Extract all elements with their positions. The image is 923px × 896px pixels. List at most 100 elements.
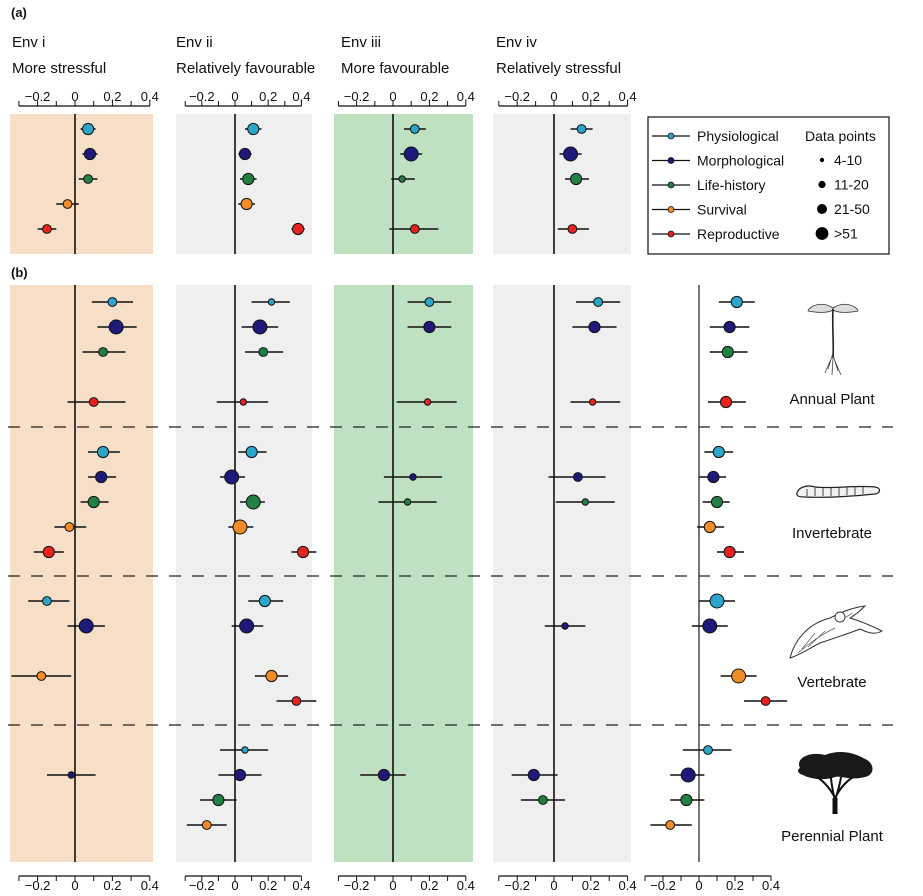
point-b-all bbox=[731, 668, 747, 684]
point-b-iii bbox=[377, 768, 390, 782]
point-b-all bbox=[721, 345, 734, 359]
legend-marker bbox=[667, 181, 675, 189]
panel-b-bg-ii bbox=[176, 285, 312, 862]
point-b-iv bbox=[588, 320, 601, 334]
panel-a-bg-i bbox=[10, 114, 153, 254]
legend-marker bbox=[667, 132, 675, 140]
point-b-ii bbox=[239, 618, 255, 634]
point-b-ii bbox=[239, 398, 248, 406]
x-tick-label: −0.2 bbox=[650, 878, 676, 893]
point-a-ii bbox=[242, 172, 255, 186]
point-b-ii bbox=[233, 768, 247, 782]
x-tick-label: 0 bbox=[71, 878, 78, 893]
point-a-ii bbox=[238, 147, 252, 161]
point-a-iv bbox=[567, 224, 578, 234]
point-b-iv bbox=[538, 795, 548, 805]
legend-size-label: 11-20 bbox=[834, 177, 869, 193]
legend-size-marker bbox=[815, 227, 829, 240]
legend-label: Physiological bbox=[697, 128, 779, 144]
legend-size-marker bbox=[819, 157, 825, 163]
point-b-iv bbox=[588, 398, 597, 406]
tree-icon bbox=[798, 752, 873, 814]
point-b-all bbox=[719, 395, 733, 409]
point-a-iv bbox=[563, 146, 579, 162]
point-b-i bbox=[78, 618, 94, 634]
point-b-iii bbox=[403, 498, 412, 506]
point-a-ii bbox=[247, 122, 260, 136]
x-tick-label: 0.4 bbox=[619, 878, 637, 893]
x-tick-label: 0.4 bbox=[457, 89, 475, 104]
point-b-i bbox=[107, 297, 118, 307]
point-b-iv bbox=[593, 297, 604, 307]
point-b-all bbox=[680, 767, 696, 783]
group-label: Invertebrate bbox=[792, 525, 872, 542]
point-b-ii bbox=[252, 319, 268, 335]
point-b-ii bbox=[258, 594, 271, 608]
point-b-i bbox=[87, 495, 100, 509]
point-b-all bbox=[723, 545, 736, 559]
x-tick-label: 0 bbox=[550, 878, 557, 893]
point-b-iii bbox=[423, 398, 432, 406]
env-title-iv: Env iv bbox=[496, 34, 537, 51]
x-tick-label: −0.2 bbox=[25, 89, 51, 104]
point-b-all bbox=[723, 320, 736, 334]
legend-marker bbox=[667, 230, 675, 238]
point-b-all bbox=[680, 793, 693, 807]
env-subtitle-iv: Relatively stressful bbox=[496, 60, 621, 77]
env-title-i: Env i bbox=[12, 34, 45, 51]
panel-a-bg-ii bbox=[176, 114, 312, 254]
point-b-ii bbox=[265, 669, 278, 683]
x-tick-label: 0.2 bbox=[259, 89, 277, 104]
point-b-ii bbox=[224, 469, 240, 485]
env-title-ii: Env ii bbox=[176, 34, 213, 51]
legend-marker bbox=[667, 157, 675, 164]
point-b-i bbox=[95, 470, 108, 484]
legend-label: Reproductive bbox=[697, 226, 780, 242]
point-b-i bbox=[67, 771, 75, 779]
point-b-i bbox=[108, 319, 124, 335]
point-b-all bbox=[702, 618, 718, 634]
x-tick-label: 0 bbox=[695, 878, 702, 893]
x-tick-label: 0.4 bbox=[457, 878, 475, 893]
legend-label: Survival bbox=[697, 202, 747, 218]
x-tick-label: 0.2 bbox=[582, 878, 600, 893]
legend-size-marker bbox=[817, 204, 827, 214]
point-b-all bbox=[703, 520, 716, 534]
x-tick-label: 0 bbox=[231, 878, 238, 893]
point-b-i bbox=[36, 671, 47, 681]
group-label: Perennial Plant bbox=[781, 828, 884, 845]
point-b-all bbox=[710, 495, 724, 509]
bird-icon bbox=[789, 605, 884, 659]
point-a-iii bbox=[409, 124, 420, 134]
x-tick-label: −0.2 bbox=[189, 878, 215, 893]
group-label: Vertebrate bbox=[797, 674, 866, 691]
panel-b-label: (b) bbox=[11, 265, 28, 280]
point-a-i bbox=[81, 122, 95, 136]
point-b-all bbox=[709, 593, 725, 609]
point-b-ii bbox=[241, 746, 249, 754]
point-b-iv bbox=[561, 622, 569, 630]
point-b-iv bbox=[573, 472, 583, 482]
point-b-iii bbox=[423, 320, 436, 334]
x-tick-label: −0.2 bbox=[25, 878, 51, 893]
point-b-i bbox=[88, 397, 99, 407]
panel-a-label: (a) bbox=[11, 5, 27, 20]
x-tick-label: 0.2 bbox=[259, 878, 277, 893]
x-tick-label: −0.2 bbox=[344, 878, 370, 893]
point-b-ii bbox=[267, 298, 276, 306]
x-tick-label: 0 bbox=[389, 89, 396, 104]
legend-marker bbox=[667, 206, 675, 213]
point-b-iv bbox=[581, 498, 589, 506]
x-tick-label: −0.2 bbox=[504, 89, 530, 104]
x-tick-label: 0 bbox=[389, 878, 396, 893]
point-b-ii bbox=[258, 347, 269, 357]
point-a-iii bbox=[403, 146, 419, 162]
panel-b-bg-iv bbox=[493, 285, 631, 862]
point-b-ii bbox=[201, 820, 212, 830]
point-a-i bbox=[83, 174, 93, 184]
point-b-iv bbox=[527, 768, 540, 782]
env-subtitle-iii: More favourable bbox=[341, 60, 449, 77]
legend-size-marker bbox=[818, 180, 826, 189]
panel-b-bg-i bbox=[10, 285, 153, 862]
